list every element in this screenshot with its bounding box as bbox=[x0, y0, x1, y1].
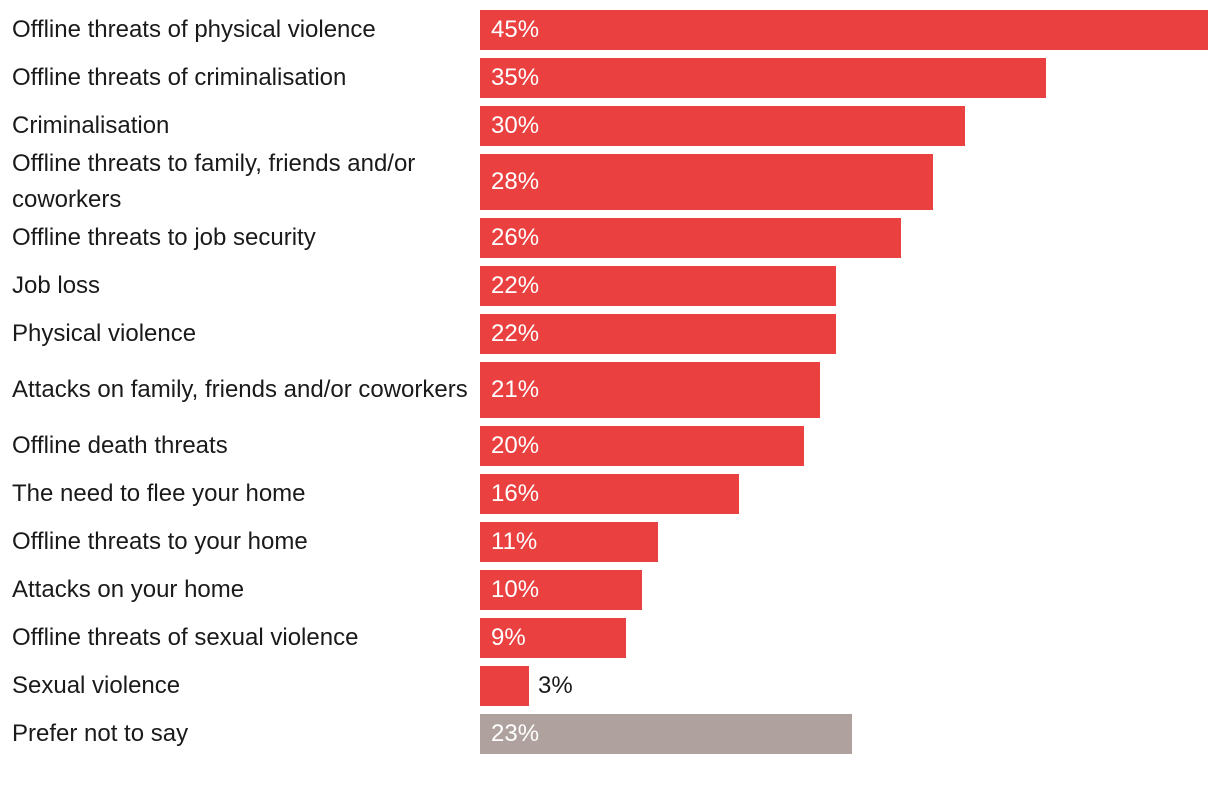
category-label: The need to flee your home bbox=[12, 480, 306, 507]
category-label: Prefer not to say bbox=[12, 720, 189, 747]
category-label: Offline threats to job security bbox=[12, 224, 316, 251]
value-label: 45% bbox=[491, 16, 540, 43]
category-label: Offline threats to your home bbox=[12, 528, 308, 555]
bar bbox=[480, 106, 965, 146]
bar bbox=[480, 218, 901, 258]
value-label: 9% bbox=[491, 624, 526, 651]
value-label: 10% bbox=[491, 576, 540, 603]
value-label: 20% bbox=[491, 432, 540, 459]
value-label: 35% bbox=[491, 64, 540, 91]
bar bbox=[480, 714, 852, 754]
value-label: 11% bbox=[491, 528, 538, 555]
bar bbox=[480, 618, 626, 658]
category-label: Job loss bbox=[12, 272, 101, 299]
bar bbox=[480, 474, 739, 514]
value-label: 28% bbox=[491, 168, 540, 195]
bar bbox=[480, 666, 529, 706]
category-label: Offline threats of sexual violence bbox=[12, 624, 359, 651]
bar bbox=[480, 522, 658, 562]
value-label: 22% bbox=[491, 272, 540, 299]
bar bbox=[480, 362, 820, 418]
category-label: Criminalisation bbox=[12, 112, 170, 139]
bar bbox=[480, 266, 836, 306]
bar bbox=[480, 58, 1046, 98]
value-label: 30% bbox=[491, 112, 540, 139]
value-label: 22% bbox=[491, 320, 540, 347]
category-label: Sexual violence bbox=[12, 672, 181, 699]
value-label: 21% bbox=[491, 376, 540, 403]
bar bbox=[480, 314, 836, 354]
category-label: Offline threats of criminalisation bbox=[12, 64, 347, 91]
value-label: 26% bbox=[491, 224, 540, 251]
category-label: Offline threats to family, friends and/o… bbox=[12, 150, 416, 213]
bar bbox=[480, 570, 642, 610]
value-label: 3% bbox=[538, 672, 573, 699]
bar bbox=[480, 426, 804, 466]
category-label: Offline threats of physical violence bbox=[12, 16, 376, 43]
category-label: Physical violence bbox=[12, 320, 197, 347]
value-label: 16% bbox=[491, 480, 540, 507]
bar bbox=[480, 10, 1208, 50]
category-label: Attacks on family, friends and/or cowork… bbox=[12, 376, 468, 403]
bar bbox=[480, 154, 933, 210]
value-label: 23% bbox=[491, 720, 540, 747]
category-label: Offline death threats bbox=[12, 432, 228, 459]
category-label: Attacks on your home bbox=[12, 576, 245, 603]
